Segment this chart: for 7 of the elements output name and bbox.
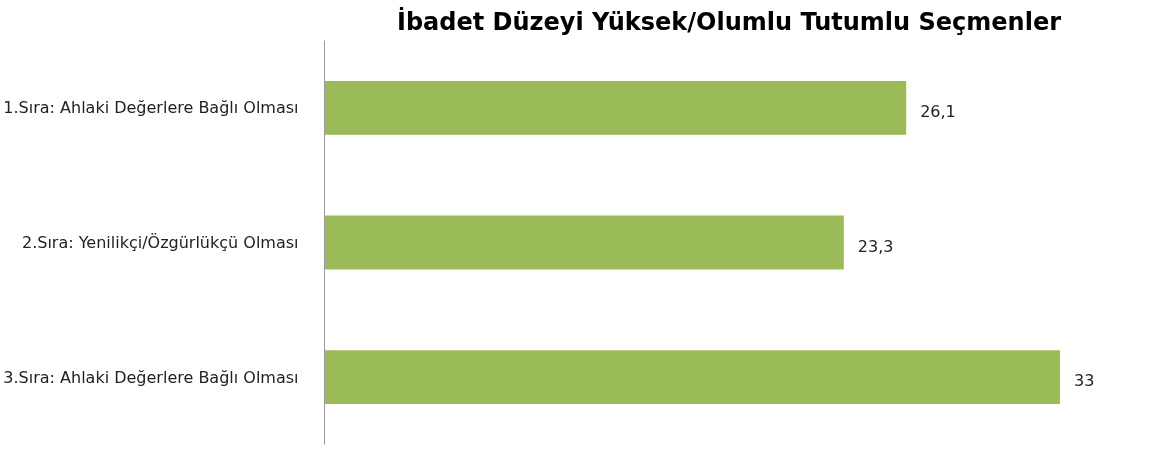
y-tick-label: 2.Sıra: Yenilikçi/Özgürlükçü Olması — [21, 233, 299, 252]
data-label: 33 — [1073, 371, 1095, 391]
y-tick-label: 1.Sıra: Ahlaki Değerlere Bağlı Olması — [3, 98, 299, 118]
data-label: 23,3 — [857, 236, 894, 256]
y-tick-label: 3.Sıra: Ahlaki Değerlere Bağlı Olması — [3, 367, 299, 387]
data-label: 26,1 — [920, 101, 956, 121]
chart-title: İbadet Düzeyi Yüksek/Olumlu Tutumlu Seçmenler — [397, 6, 1062, 36]
